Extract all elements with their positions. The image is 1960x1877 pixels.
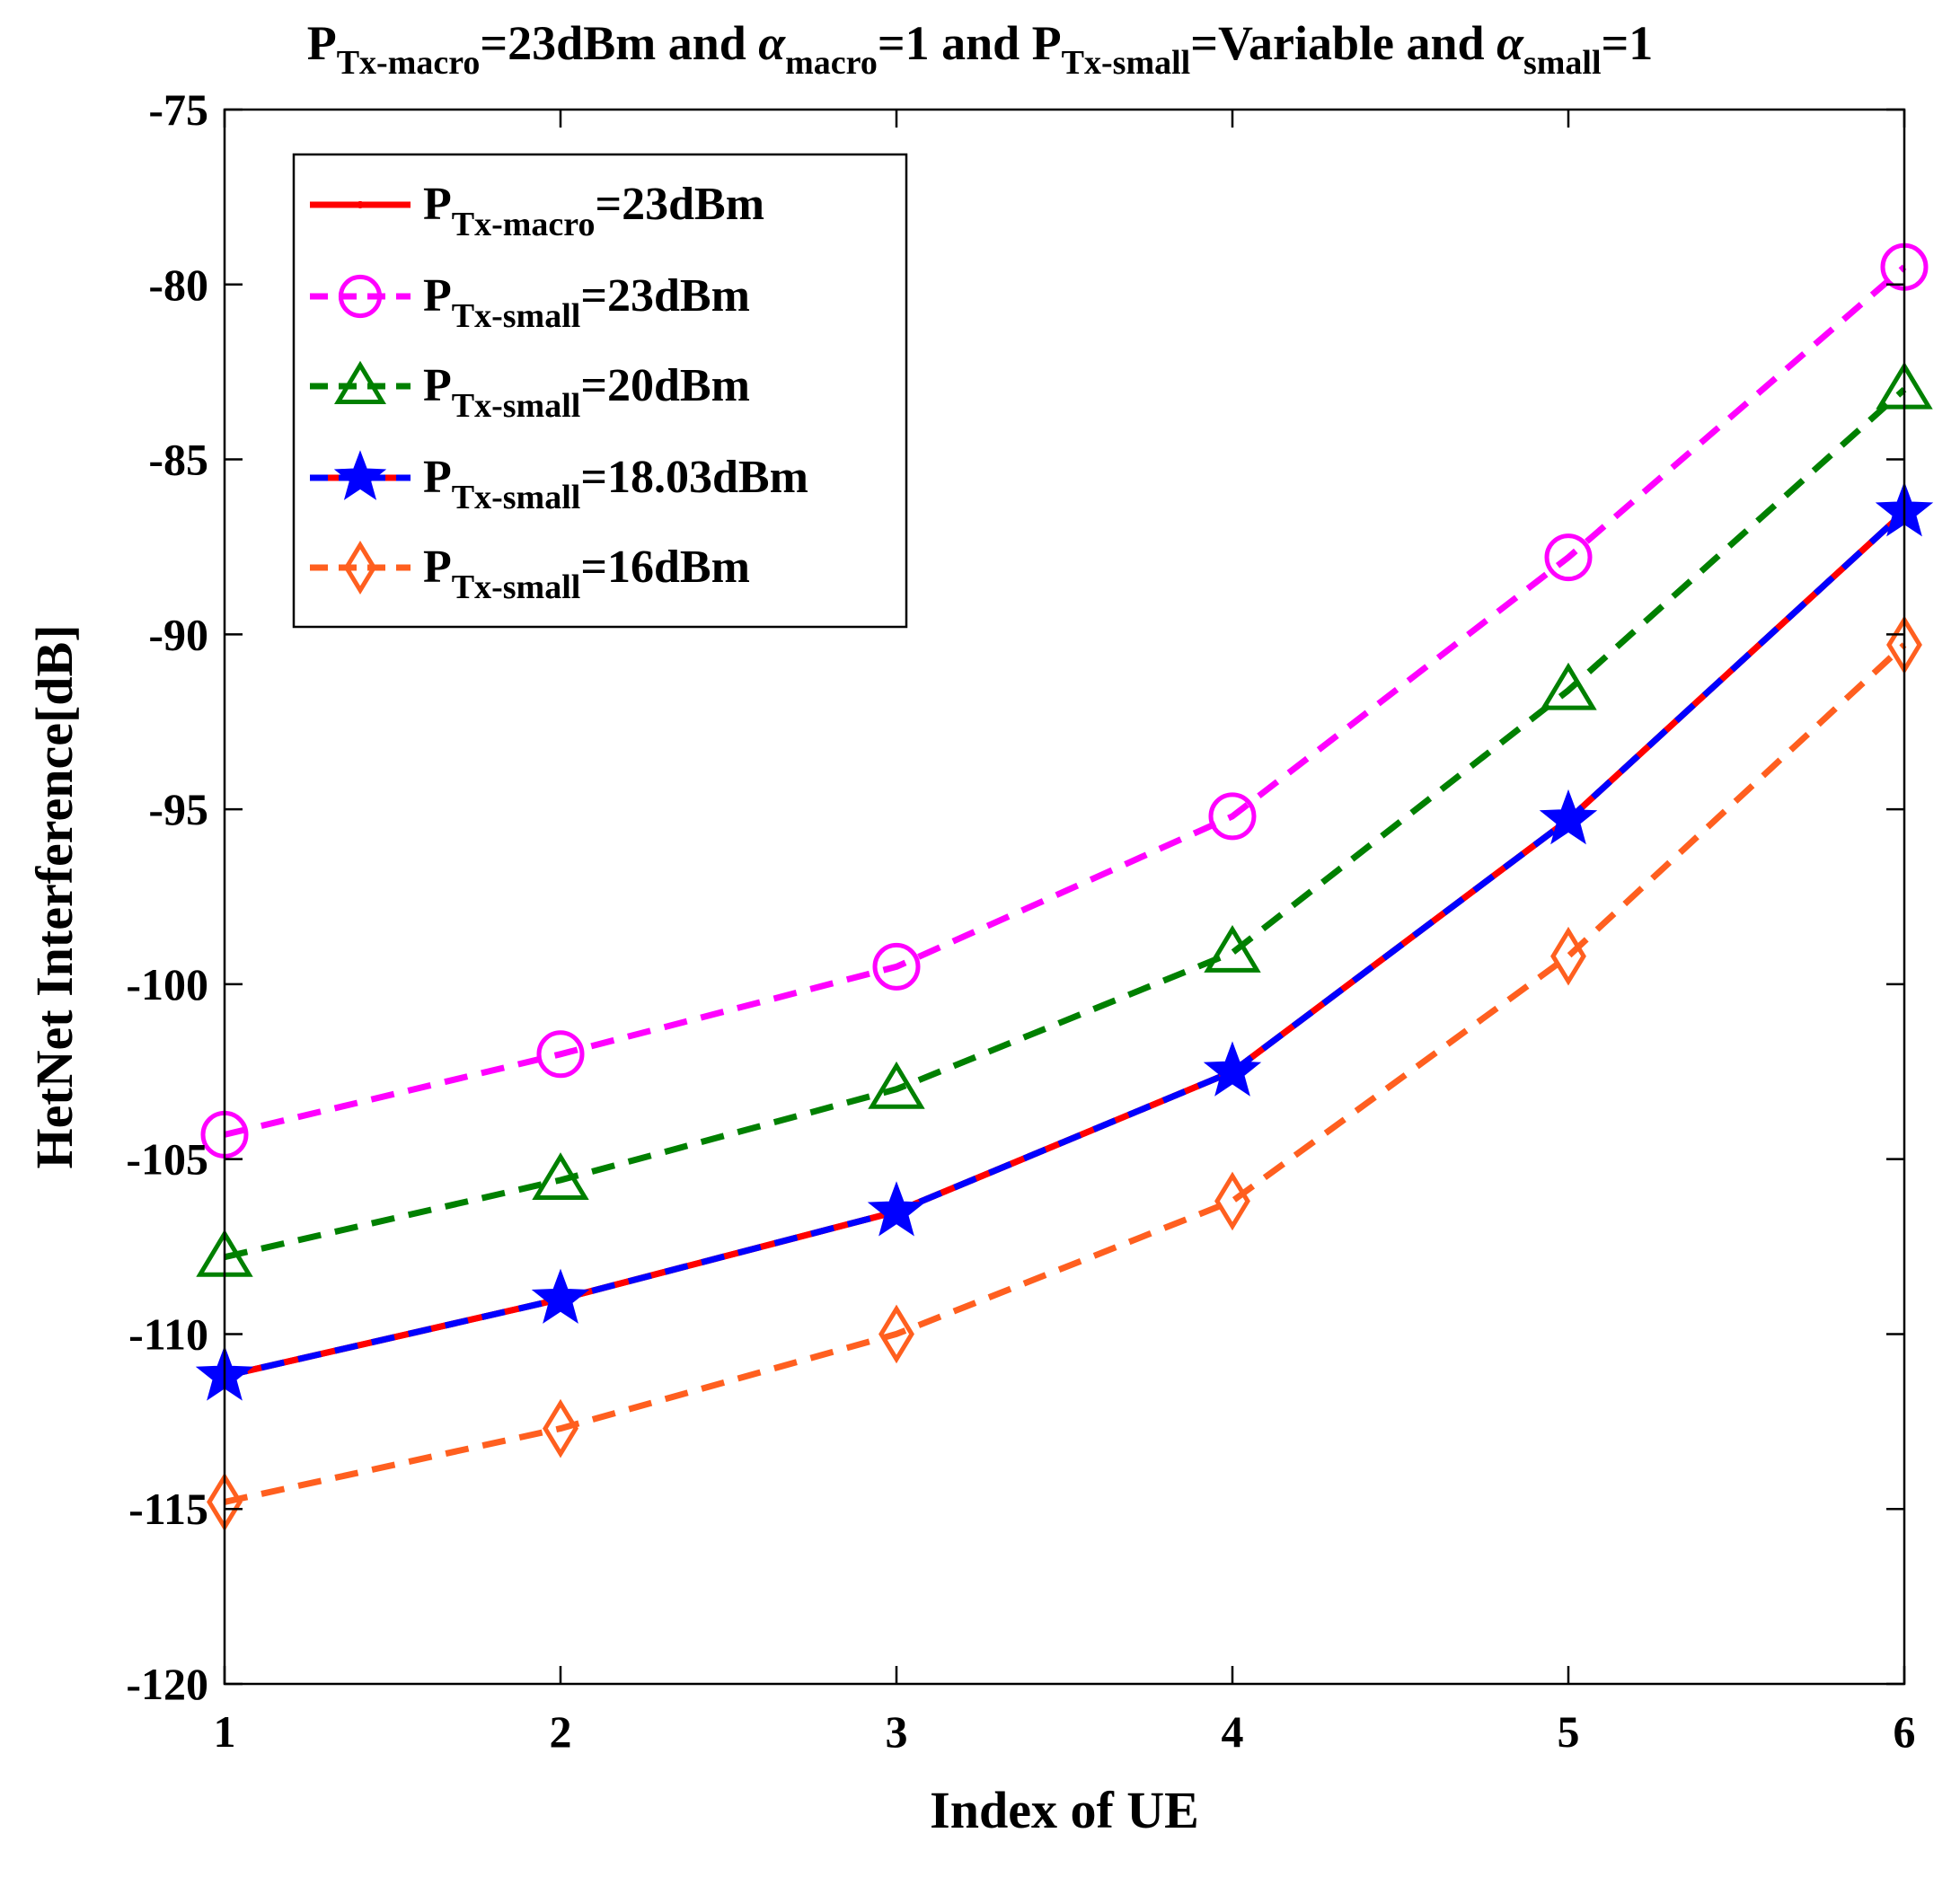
y-tick-label: -105 <box>126 1134 208 1185</box>
legend-label-main: P <box>423 452 452 503</box>
legend-label: PTx-small=18.03dBm <box>423 452 808 516</box>
data-point-marker <box>1540 662 1597 710</box>
y-tick-label: -110 <box>128 1309 208 1359</box>
legend-marker <box>333 450 387 500</box>
axes: -120 -115 -110 -105 -100 -95 -90 -85 -80 -75 1 2 3 4 5… <box>25 84 1916 1839</box>
legend-label-main: P <box>423 179 452 230</box>
legend-label: PTx-small=16dBm <box>423 542 750 606</box>
data-point-marker <box>1539 789 1598 845</box>
axes-box <box>223 108 1906 1686</box>
y-tick-label: -85 <box>148 435 208 485</box>
data-point-marker <box>1550 926 1586 986</box>
legend-label-sub: Tx-small <box>452 387 581 425</box>
legend-label-tail: =18.03dBm <box>580 452 808 503</box>
data-point-marker <box>878 1304 914 1364</box>
legend-label-sub: Tx-small <box>452 297 581 335</box>
legend-marker <box>343 540 377 595</box>
series-line <box>224 642 1907 1505</box>
legend-label: PTx-small=23dBm <box>423 270 750 335</box>
y-tick-label: -80 <box>148 260 208 310</box>
y-tick-label: -120 <box>126 1659 208 1709</box>
title-segment: α <box>1496 16 1524 70</box>
legend-entry-3: PTx-small=18.03dBm <box>310 450 808 516</box>
title-segment: Tx-macro <box>337 44 481 82</box>
title-segment: α <box>758 16 786 70</box>
y-tick-label: -75 <box>148 84 208 135</box>
data-point-marker <box>872 942 921 991</box>
legend-entry-4: PTx-small=16dBm <box>310 540 750 606</box>
x-tick-label: 5 <box>1558 1706 1580 1757</box>
y-tick-label: -95 <box>148 784 208 834</box>
legend: PTx-macro=23dBmPTx-small=23dBmPTx-small=… <box>292 153 908 629</box>
x-tick-label: 2 <box>550 1706 572 1757</box>
legend-marker <box>334 360 386 405</box>
legend-label-sub: Tx-small <box>452 568 581 606</box>
legend-entry-0: PTx-macro=23dBm <box>310 179 764 243</box>
legend-label-main: P <box>423 270 452 322</box>
legend-label-main: P <box>423 542 452 593</box>
x-tick-label: 1 <box>214 1706 236 1757</box>
data-point-marker <box>868 1061 925 1109</box>
data-point-marker <box>543 1398 578 1458</box>
legend-marker <box>338 274 383 319</box>
data-point-marker <box>1204 924 1261 973</box>
data-point-marker <box>1203 1041 1262 1097</box>
data-point-marker <box>1208 792 1257 841</box>
title-segment: Tx-small <box>1062 44 1191 82</box>
legend-label-tail: =20dBm <box>580 360 750 411</box>
y-tick-label: -115 <box>128 1484 208 1534</box>
legend-label-sub: Tx-macro <box>452 206 596 243</box>
data-point-marker <box>531 1268 590 1324</box>
chart-title: PTx-macro=23dBm and αmacro=1 and PTx-sma… <box>307 16 1654 82</box>
y-axis-label: HetNet Interference[dB] <box>25 624 84 1168</box>
series-line <box>224 386 1907 1261</box>
series-line <box>224 264 1907 1138</box>
legend-label: PTx-macro=23dBm <box>423 179 764 243</box>
legend-entry-2: PTx-small=20dBm <box>310 360 750 425</box>
data-point-marker <box>536 1030 585 1079</box>
title-segment: =Variable and <box>1190 16 1496 70</box>
title-text: PTx-macro=23dBm and αmacro=1 and PTx-sma… <box>307 16 1654 82</box>
title-segment: =1 <box>1602 16 1654 70</box>
y-tick-label: -90 <box>148 609 208 659</box>
legend-label-tail: =16dBm <box>580 542 750 593</box>
data-point-marker <box>532 1152 589 1201</box>
y-tick-label: -100 <box>126 959 208 1009</box>
data-point-marker <box>1544 533 1593 582</box>
legend-label-tail: =23dBm <box>580 270 750 322</box>
legend-label-tail: =23dBm <box>595 179 764 230</box>
data-point-marker <box>867 1181 926 1237</box>
title-segment: =1 and P <box>878 16 1062 70</box>
series-line <box>224 509 1907 1379</box>
title-segment: =23dBm and <box>480 16 758 70</box>
x-tick-label: 3 <box>886 1706 908 1757</box>
legend-label-main: P <box>423 360 452 411</box>
title-segment: small <box>1523 44 1602 82</box>
data-point-marker <box>1214 1171 1250 1231</box>
legend-entry-1: PTx-small=23dBm <box>310 270 750 335</box>
legend-label-sub: Tx-small <box>452 479 581 516</box>
legend-box <box>292 153 908 629</box>
x-tick-label: 6 <box>1894 1706 1916 1757</box>
x-axis-label: Index of UE <box>930 1781 1199 1839</box>
plot-area <box>195 242 1934 1532</box>
x-tick-label: 4 <box>1222 1706 1244 1757</box>
series-3 <box>195 481 1934 1401</box>
title-segment: macro <box>785 44 878 82</box>
title-segment: P <box>307 16 337 70</box>
legend-label: PTx-small=20dBm <box>423 360 750 425</box>
legend-marker <box>356 200 365 209</box>
